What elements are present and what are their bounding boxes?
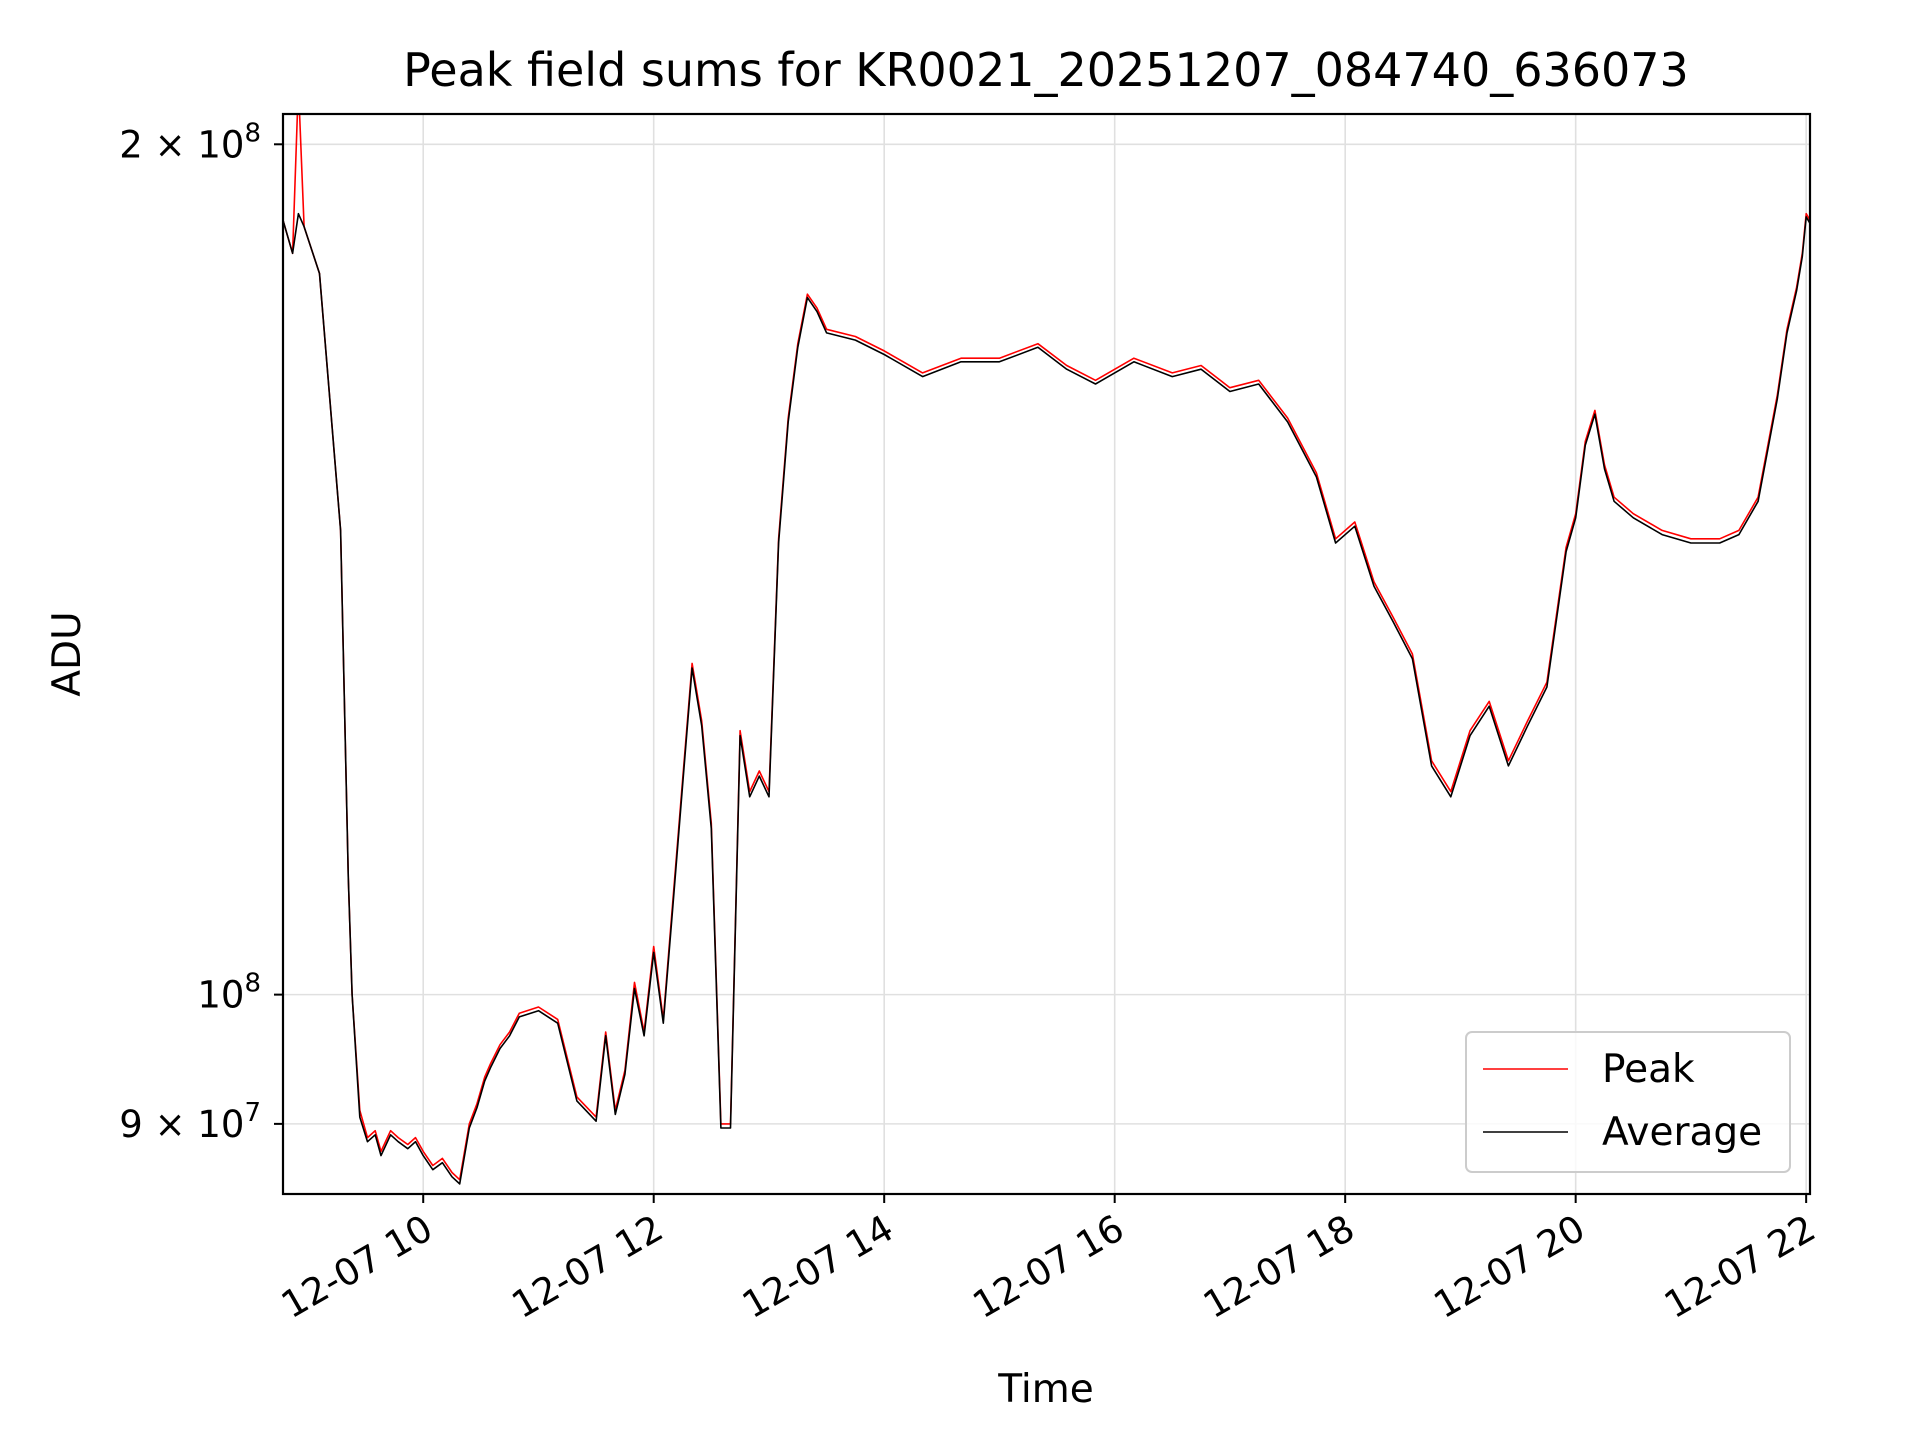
legend-box bbox=[1465, 1031, 1791, 1173]
plot-frame bbox=[281, 112, 1812, 1196]
x-axis-label: Time bbox=[997, 1367, 1093, 1412]
legend-label-peak: Peak bbox=[1602, 1047, 1695, 1092]
legend-label-average: Average bbox=[1602, 1110, 1762, 1155]
series-group bbox=[283, 114, 1810, 1185]
y-axis-ticks: 2 × 108 108 9 × 107 bbox=[119, 118, 283, 1146]
chart-title: Peak field sums for KR0021_20251207_0847… bbox=[403, 43, 1689, 97]
y-tick-label: 108 bbox=[197, 969, 261, 1017]
legend: Peak Average bbox=[1465, 1031, 1791, 1173]
y-tick-label: 9 × 107 bbox=[119, 1098, 261, 1146]
series-line-average bbox=[283, 212, 1810, 1185]
y-tick-label: 2 × 108 bbox=[119, 118, 261, 166]
y-axis-label: ADU bbox=[45, 611, 90, 696]
